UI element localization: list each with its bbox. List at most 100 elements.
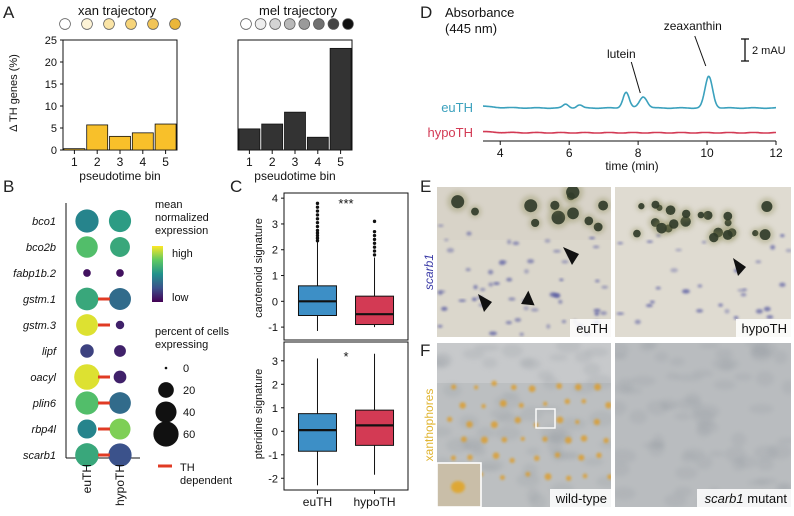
stained-cell bbox=[507, 239, 512, 245]
trace bbox=[483, 130, 776, 134]
c-bottom-frame bbox=[283, 341, 409, 491]
melanophore bbox=[524, 199, 538, 213]
stained-cell bbox=[593, 308, 601, 313]
outlier bbox=[372, 233, 377, 238]
inset-cell bbox=[451, 481, 465, 493]
mel-xlabel: pseudotime bin bbox=[254, 169, 335, 183]
xanthophore bbox=[451, 384, 457, 390]
tissue-texture bbox=[664, 493, 687, 507]
panel-f: xanthophores wild-type scarb1 mutant bbox=[422, 343, 791, 507]
expression-dot bbox=[75, 287, 99, 311]
expression-dot bbox=[76, 236, 98, 258]
expression-dot bbox=[76, 314, 98, 336]
colorbar-title-line: expression bbox=[155, 225, 208, 237]
tissue-texture bbox=[588, 410, 611, 427]
panel-b: bco1 bco2b fabp1b.2 gstm.1 gstm.3 lipf oacyl pl… bbox=[13, 199, 232, 506]
gene-label: lipf bbox=[42, 346, 57, 358]
mel-stage-dots bbox=[240, 18, 354, 30]
stained-cell bbox=[508, 297, 516, 301]
melanophore bbox=[451, 195, 465, 209]
xtick-label: 4 bbox=[497, 146, 504, 160]
scale-bar bbox=[741, 38, 749, 62]
gene-label: gstm.1 bbox=[23, 294, 56, 306]
stained-cell bbox=[473, 284, 478, 290]
xanthophore bbox=[474, 385, 479, 390]
tissue-texture bbox=[731, 432, 747, 448]
panel-a: xan trajectory mel trajectory Δ TH genes… bbox=[8, 3, 354, 183]
stained-cell bbox=[458, 299, 467, 302]
stained-cell bbox=[780, 234, 785, 238]
stained-cell bbox=[523, 306, 529, 311]
gene-label: gstm.3 bbox=[23, 320, 57, 332]
stained-cell bbox=[479, 287, 486, 292]
stage-dot bbox=[169, 18, 181, 30]
stained-cell bbox=[519, 332, 524, 337]
tissue-texture bbox=[615, 487, 636, 500]
ytick-label: 4 bbox=[272, 193, 278, 205]
expression-dot bbox=[75, 443, 99, 467]
d-title-line1: Absorbance bbox=[445, 5, 514, 20]
xanthophore bbox=[525, 471, 531, 477]
significance: * bbox=[343, 349, 348, 364]
xanthophore bbox=[447, 416, 453, 422]
xanthophore bbox=[520, 436, 525, 441]
expression-dot bbox=[115, 320, 125, 330]
xtick-label: 1 bbox=[71, 155, 78, 169]
size-legend-label: 20 bbox=[183, 385, 195, 397]
ytick-label: 2 bbox=[272, 245, 278, 257]
tissue-texture bbox=[696, 425, 711, 438]
xtick-label: 5 bbox=[162, 155, 169, 169]
tissue-texture bbox=[437, 426, 452, 438]
outlier bbox=[315, 224, 320, 229]
xanthophore bbox=[543, 401, 548, 406]
tissue-texture bbox=[773, 350, 788, 364]
photo-f-left bbox=[437, 343, 611, 507]
stained-cell bbox=[785, 248, 791, 253]
f-right-caption: scarb1 mutant bbox=[705, 491, 788, 506]
d-xlabel: time (min) bbox=[605, 159, 658, 173]
b-dependency-marks bbox=[98, 297, 110, 457]
gene-label: plin6 bbox=[32, 398, 57, 410]
tissue-texture bbox=[734, 373, 753, 381]
panel-d: Absorbance (445 nm) 2 mAU euTH hypoTH lut… bbox=[427, 5, 785, 173]
gene-label: oacyl bbox=[30, 372, 56, 384]
xtick-label: euTH bbox=[303, 495, 332, 509]
panel-label-e: E bbox=[420, 177, 431, 196]
tissue-texture bbox=[615, 343, 629, 358]
colorbar-title-line: normalized bbox=[155, 212, 209, 224]
stained-cell bbox=[645, 304, 653, 308]
ytick-label: 1 bbox=[272, 271, 278, 283]
stained-cell bbox=[592, 245, 600, 249]
stained-cell bbox=[546, 324, 551, 329]
tissue-texture bbox=[494, 426, 521, 441]
tissue-texture bbox=[777, 482, 790, 492]
stained-cell bbox=[437, 290, 446, 293]
size-title-line: percent of cells bbox=[155, 326, 229, 338]
panel-label-b: B bbox=[3, 177, 14, 196]
outlier bbox=[315, 236, 320, 240]
melanophore bbox=[566, 187, 580, 199]
expression-dot bbox=[77, 419, 97, 439]
tissue-texture bbox=[520, 406, 543, 422]
xtick-label: 3 bbox=[292, 155, 299, 169]
stained-cell bbox=[655, 286, 661, 290]
a-ylabel: Δ TH genes (%) bbox=[8, 54, 20, 132]
xanthophore bbox=[450, 455, 456, 461]
xanthophore bbox=[554, 452, 561, 458]
outlier bbox=[372, 237, 377, 242]
size-legend-dot bbox=[158, 382, 174, 398]
stained-cell bbox=[466, 231, 472, 236]
stained-cell bbox=[446, 247, 455, 253]
xtick-label: 3 bbox=[117, 155, 124, 169]
tissue-texture bbox=[584, 347, 609, 357]
tissue-texture bbox=[731, 458, 746, 471]
tissue-texture bbox=[615, 462, 630, 477]
stained-cell bbox=[559, 278, 564, 282]
tissue-texture bbox=[675, 466, 698, 480]
xanthophore bbox=[481, 404, 486, 409]
melanophore bbox=[669, 219, 679, 229]
b-gene-labels: bco1 bco2b fabp1b.2 gstm.1 gstm.3 lipf oacyl pl… bbox=[13, 216, 57, 462]
expression-dot bbox=[110, 237, 130, 257]
